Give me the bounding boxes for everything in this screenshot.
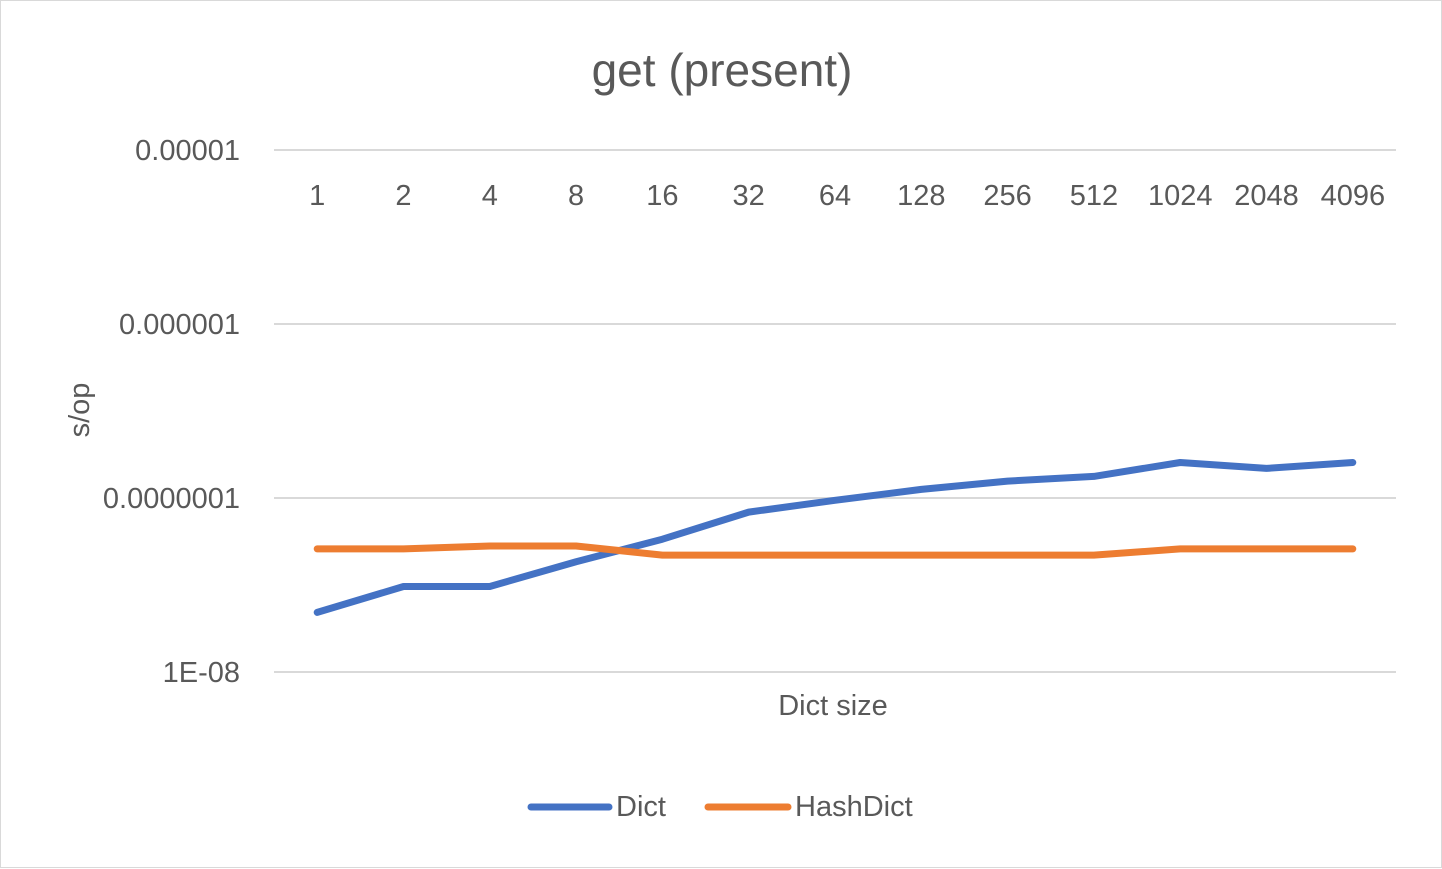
x-tick-label: 4 — [482, 180, 498, 212]
x-tick-label: 2048 — [1234, 180, 1299, 212]
y-tick-label: 0.000001 — [119, 309, 240, 341]
x-tick-label: 128 — [897, 180, 945, 212]
x-tick-label: 1 — [309, 180, 325, 212]
gridlines — [274, 149, 1396, 673]
chart-title: get (present) — [592, 44, 853, 96]
x-tick-label: 256 — [983, 180, 1031, 212]
legend-label-dict: Dict — [616, 791, 666, 823]
x-axis-tick-labels: 1 2 4 8 16 32 64 128 256 512 1024 2048 4096 — [309, 180, 1385, 212]
series-line-hashdict — [313, 542, 1357, 559]
y-tick-label: 0.00001 — [135, 135, 240, 167]
x-tick-label: 16 — [646, 180, 678, 212]
x-axis-title: Dict size — [778, 690, 888, 722]
x-tick-label: 8 — [568, 180, 584, 212]
x-tick-label: 64 — [819, 180, 851, 212]
legend: Dict HashDict — [527, 791, 913, 823]
x-tick-label: 512 — [1070, 180, 1118, 212]
x-tick-label: 4096 — [1321, 180, 1386, 212]
y-tick-label: 0.0000001 — [103, 483, 240, 515]
series-line-dict — [313, 459, 1357, 616]
legend-label-hashdict: HashDict — [795, 791, 913, 823]
y-tick-label: 1E-08 — [163, 657, 240, 689]
series-lines — [313, 459, 1357, 616]
y-axis-tick-labels: 0.00001 0.000001 0.0000001 1E-08 — [103, 135, 240, 689]
y-axis-title: s/op — [64, 383, 96, 438]
x-tick-label: 1024 — [1148, 180, 1213, 212]
x-tick-label: 32 — [733, 180, 765, 212]
x-tick-label: 2 — [395, 180, 411, 212]
